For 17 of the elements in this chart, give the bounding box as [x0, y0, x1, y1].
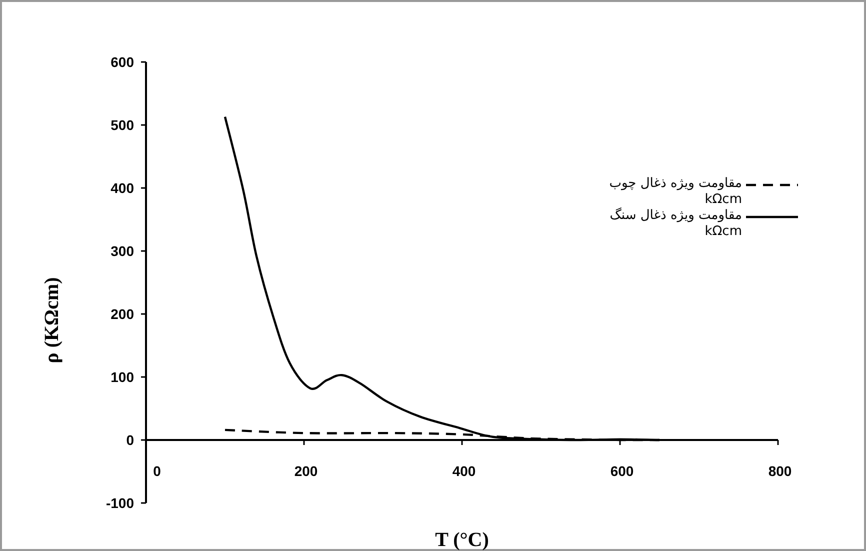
x-axis-title: T (°C): [435, 529, 489, 551]
y-tick-label: 200: [110, 306, 134, 322]
y-tick-label: 500: [110, 117, 134, 133]
x-tick-label: 600: [610, 463, 634, 479]
y-tick-label: 600: [110, 54, 134, 70]
legend-label: مقاومت ویژه ذغال چوب kΩcm: [608, 176, 742, 208]
y-tick-label: -100: [106, 495, 134, 511]
legend-label: مقاومت ویژه ذغال سنگ kΩcm: [608, 208, 742, 240]
x-tick-label: 200: [294, 463, 318, 479]
y-axis-title: ρ (KΩcm): [41, 277, 63, 364]
x-tick-label: 400: [452, 463, 476, 479]
x-tick-label: 0: [153, 463, 162, 479]
y-tick-label: 0: [126, 432, 134, 448]
x-tick-label: 800: [768, 463, 792, 479]
y-tick-label: 100: [110, 369, 134, 385]
y-tick-label: 300: [110, 243, 134, 259]
y-tick-label: 400: [110, 180, 134, 196]
